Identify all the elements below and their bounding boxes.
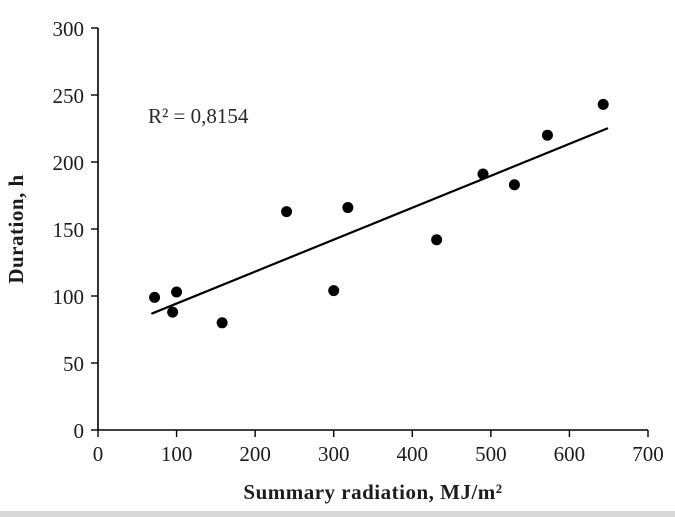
x-tick-label: 0 bbox=[93, 442, 104, 466]
data-point bbox=[508, 179, 520, 191]
y-axis-title: Duration, h bbox=[4, 174, 28, 283]
x-tick-label: 400 bbox=[397, 442, 429, 466]
x-tick-label: 600 bbox=[554, 442, 586, 466]
data-point bbox=[171, 286, 183, 298]
data-point bbox=[541, 129, 553, 141]
x-tick-label: 700 bbox=[632, 442, 664, 466]
y-tick-label: 150 bbox=[53, 218, 85, 242]
y-tick-label: 50 bbox=[63, 352, 84, 376]
axis-ticks bbox=[91, 27, 649, 437]
data-points bbox=[149, 98, 609, 329]
regression-line bbox=[151, 127, 609, 315]
x-tick-label: 100 bbox=[161, 442, 193, 466]
data-point bbox=[149, 291, 161, 303]
data-point bbox=[431, 234, 443, 246]
data-point bbox=[477, 168, 489, 180]
data-point bbox=[167, 306, 179, 318]
trend-line bbox=[151, 127, 609, 315]
axis-tick-labels: 0 100 200 300 400 500 600 700 0 50 100 150 200 250 300 bbox=[53, 17, 664, 466]
y-tick-label: 100 bbox=[53, 285, 85, 309]
data-point bbox=[281, 206, 293, 218]
y-tick-label: 0 bbox=[74, 419, 85, 443]
y-tick-label: 250 bbox=[53, 84, 85, 108]
data-point bbox=[328, 285, 340, 297]
x-tick-label: 200 bbox=[239, 442, 271, 466]
y-tick-label: 300 bbox=[53, 17, 85, 41]
axes bbox=[97, 28, 648, 431]
r-squared-annotation: R² = 0,8154 bbox=[148, 104, 249, 128]
x-axis-title: Summary radiation, MJ/m² bbox=[243, 480, 502, 504]
bottom-border bbox=[0, 511, 675, 517]
x-tick-label: 500 bbox=[475, 442, 507, 466]
data-point bbox=[597, 98, 609, 110]
data-point bbox=[342, 202, 354, 214]
y-tick-label: 200 bbox=[53, 151, 85, 175]
x-tick-label: 300 bbox=[318, 442, 350, 466]
data-point bbox=[216, 317, 228, 329]
